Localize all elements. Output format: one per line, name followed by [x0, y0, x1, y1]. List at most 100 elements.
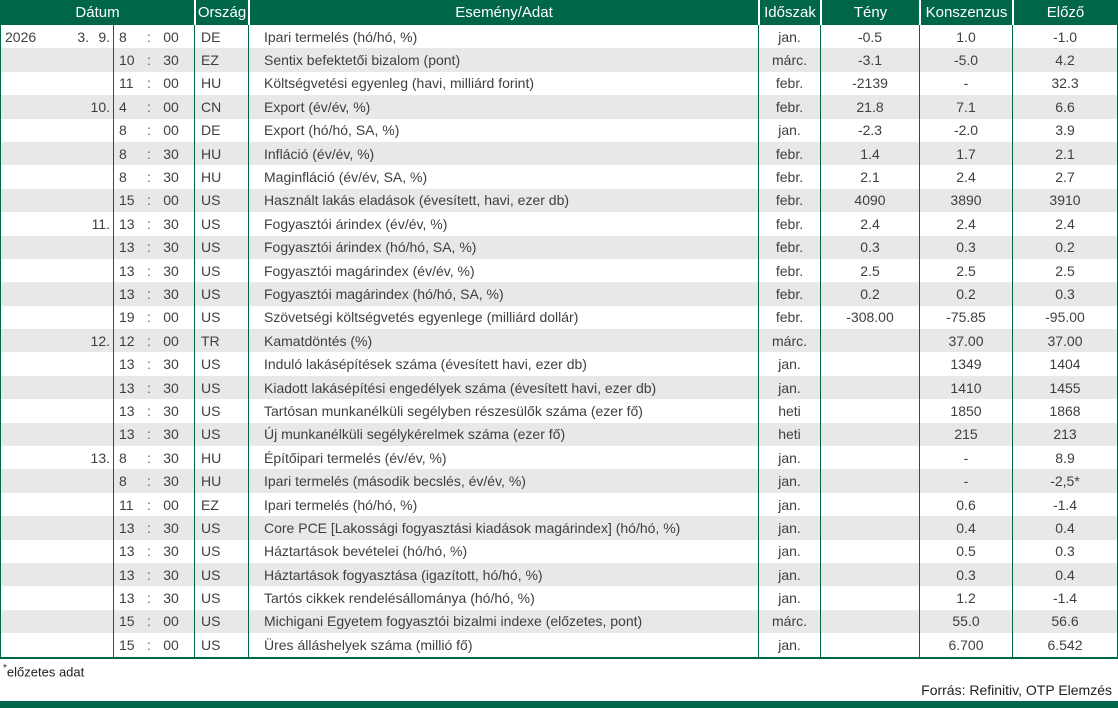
cell-previous: 32.3: [1012, 71, 1117, 96]
table-row: 12. 12:00 TR Kamatdöntés (%) márc. 37.00…: [1, 329, 1117, 353]
footnote-marker: *: [3, 663, 7, 674]
cell-day: [91, 189, 113, 212]
time-minute: 00: [163, 309, 179, 326]
cell-event-name: Új munkanélküli segélykérelmek száma (ez…: [248, 422, 758, 447]
cell-month: [61, 189, 91, 212]
cell-time: 12:00: [113, 329, 194, 353]
cell-previous: 3.9: [1012, 118, 1117, 142]
cell-period: márc.: [758, 48, 820, 72]
cell-day: [91, 282, 113, 305]
cell-period: febr.: [758, 282, 820, 306]
cell-event-name: Infláció (év/év, %): [248, 141, 758, 166]
cell-previous: -1.4: [1012, 492, 1117, 517]
time-separator: :: [147, 192, 151, 209]
cell-previous: 2.4: [1012, 212, 1117, 236]
cell-actual: 2.1: [820, 165, 919, 189]
cell-event-name: Építőipari termelés (év/év, %): [248, 446, 758, 470]
cell-day: 13.: [91, 449, 110, 466]
cell-country-code: US: [194, 562, 248, 587]
time-hour: 13: [119, 590, 135, 607]
cell-previous: 1868: [1012, 399, 1117, 423]
cell-year: [1, 142, 61, 165]
source-line: Forrás: Refinitiv, OTP Elemzés: [921, 682, 1112, 698]
time-minute: 00: [163, 613, 179, 630]
table-row: 15:00 US Használt lakás eladások (évesít…: [1, 188, 1117, 213]
table-row: 8:30 HU Ipari termelés (második becslés,…: [1, 469, 1117, 493]
cell-event-name: Tartós cikkek rendelésállománya (hó/hó, …: [248, 586, 758, 610]
cell-event-name: Fogyasztói árindex (hó/hó, SA, %): [248, 235, 758, 259]
time-separator: :: [147, 215, 151, 232]
cell-month: [61, 72, 91, 95]
cell-year: [1, 399, 61, 422]
cell-time: 13:30: [113, 352, 194, 376]
cell-event-name: Ipari termelés (második becslés, év/év, …: [248, 469, 758, 493]
table-row: 15:00 US Üres álláshelyek száma (millió …: [1, 633, 1117, 657]
time-minute: 30: [163, 566, 179, 583]
cell-day: 9.: [98, 28, 110, 45]
cell-period: márc.: [758, 609, 820, 634]
cell-time: 19:00: [113, 305, 194, 330]
cell-time: 8:30: [113, 446, 194, 470]
time-separator: :: [147, 566, 151, 583]
time-hour: 13: [119, 402, 135, 419]
time-hour: 11: [119, 496, 134, 513]
cell-month: [61, 586, 91, 609]
cell-period: jan.: [758, 118, 820, 142]
time-hour: 13: [119, 285, 135, 302]
cell-day: 11.: [91, 215, 110, 232]
cell-previous: 3910: [1012, 188, 1117, 213]
time-minute: 00: [163, 332, 179, 349]
cell-period: jan.: [758, 562, 820, 587]
cell-period: febr.: [758, 258, 820, 283]
cell-period: jan.: [758, 633, 820, 657]
cell-time: 15:00: [113, 633, 194, 657]
cell-month: [61, 399, 91, 422]
time-hour: 13: [119, 356, 135, 373]
cell-time: 8:30: [113, 141, 194, 166]
cell-period: febr.: [758, 95, 820, 119]
cell-day: [91, 493, 113, 516]
cell-year: [1, 165, 61, 188]
cell-month: [61, 493, 91, 516]
cell-previous: -2,5*: [1012, 469, 1117, 493]
cell-consensus: -: [919, 446, 1012, 470]
cell-country-code: US: [194, 282, 248, 306]
time-separator: :: [147, 239, 151, 256]
cell-event-name: Tartósan munkanélküli segélyben részesül…: [248, 399, 758, 423]
time-hour: 8: [119, 28, 127, 45]
cell-consensus: 2.4: [919, 165, 1012, 189]
cell-previous: 0.3: [1012, 282, 1117, 306]
economic-calendar-table: Dátum Ország Esemény/Adat Időszak Tény K…: [0, 0, 1118, 659]
cell-consensus: 55.0: [919, 609, 1012, 634]
time-separator: :: [147, 309, 151, 326]
table-row: 8:30 HU Infláció (év/év, %) febr. 1.4 1.…: [1, 141, 1117, 166]
cell-period: febr.: [758, 188, 820, 213]
time-hour: 13: [119, 426, 135, 443]
cell-month: [61, 469, 91, 492]
cell-year: [1, 119, 61, 142]
cell-day: [91, 540, 113, 563]
cell-month: [61, 282, 91, 305]
cell-event-name: Maginfláció (év/év, SA, %): [248, 165, 758, 189]
cell-previous: 2.5: [1012, 258, 1117, 283]
cell-country-code: HU: [194, 469, 248, 493]
header-period: Időszak: [758, 0, 820, 25]
time-minute: 30: [163, 215, 179, 232]
cell-day: [91, 563, 113, 586]
cell-year: [1, 423, 61, 446]
cell-actual: [820, 492, 919, 517]
cell-event-name: Sentix befektetői bizalom (pont): [248, 48, 758, 72]
cell-day: [91, 516, 113, 539]
cell-consensus: 0.4: [919, 516, 1012, 540]
cell-period: febr.: [758, 305, 820, 330]
time-minute: 30: [163, 239, 179, 256]
time-minute: 00: [163, 98, 179, 115]
cell-consensus: 1850: [919, 399, 1012, 423]
time-minute: 00: [163, 636, 179, 653]
cell-year: [1, 352, 61, 375]
cell-consensus: 0.6: [919, 492, 1012, 517]
cell-previous: 6.6: [1012, 95, 1117, 119]
time-separator: :: [147, 402, 151, 419]
cell-previous: 1455: [1012, 375, 1117, 400]
time-separator: :: [147, 75, 151, 92]
